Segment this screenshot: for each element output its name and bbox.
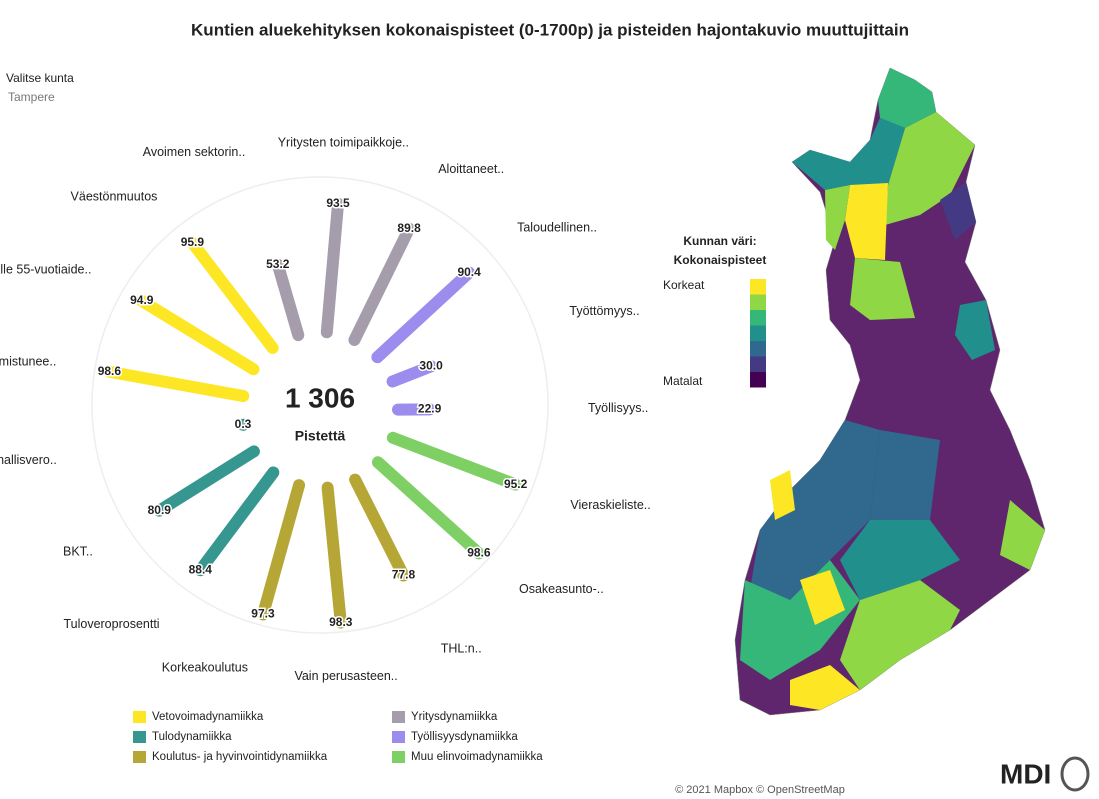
- filter-label: Valitse kunta: [6, 71, 74, 85]
- value-label: 98.3: [329, 615, 353, 629]
- category-label: Vain perusasteen..: [294, 669, 397, 683]
- value-label: 94.9: [130, 293, 154, 307]
- map-legend-low: Matalat: [663, 374, 703, 388]
- category-label: Yritysten toimipaikkoje..: [278, 135, 409, 149]
- value-label: 98.6: [467, 546, 491, 560]
- value-label: 98.6: [98, 364, 122, 378]
- value-label: 89.8: [397, 221, 421, 235]
- category-label: Valmistunee..: [0, 354, 56, 368]
- value-label: 77.8: [392, 568, 416, 582]
- value-label: 95.2: [504, 477, 528, 491]
- value-label: 0.3: [235, 417, 252, 431]
- value-label: 90.4: [457, 265, 481, 279]
- category-label: Työllisyys..: [588, 401, 648, 415]
- category-label: BKT..: [63, 545, 93, 559]
- bar: [349, 473, 410, 582]
- map-region: [878, 68, 936, 128]
- map[interactable]: [734, 67, 1046, 716]
- map-region: [850, 258, 915, 320]
- bar: [135, 294, 260, 376]
- legend-label: Tulodynamiikka: [152, 731, 232, 743]
- map-region: [940, 182, 976, 240]
- bar: [386, 431, 522, 491]
- legend-swatch: [392, 731, 405, 743]
- logo-icon: [1060, 756, 1090, 792]
- category-label: Vieraskieliste..: [570, 498, 650, 512]
- category-label: Korkeakoulutus: [162, 660, 248, 674]
- category-label: Avoimen sektorin..: [143, 145, 246, 159]
- map-region: [845, 183, 888, 260]
- value-label: 30.0: [419, 358, 443, 372]
- scale-swatch: [750, 310, 766, 326]
- map-region: [1000, 500, 1045, 570]
- map-legend-title: Kunnan väri:: [683, 234, 756, 248]
- scale-swatch: [750, 294, 766, 310]
- bar: [103, 365, 250, 403]
- scale-swatch: [750, 325, 766, 341]
- category-label: Väestönmuutos: [71, 189, 158, 203]
- value-label: 80.9: [148, 503, 172, 517]
- map-region: [885, 112, 975, 225]
- total: 1 306: [285, 382, 355, 413]
- map-legend-subtitle: Kokonaispisteet: [674, 253, 767, 267]
- legend-label: Työllisyysdynamiikka: [411, 731, 518, 743]
- bar: [348, 222, 416, 346]
- bar: [371, 266, 476, 364]
- map-legend-high: Korkeat: [663, 278, 705, 292]
- scale-swatch: [750, 341, 766, 357]
- bar: [371, 456, 485, 560]
- bar: [320, 197, 345, 339]
- map-region: [840, 520, 960, 600]
- bar: [321, 481, 347, 629]
- legend-label: Muu elinvoimadynamiikka: [411, 751, 543, 763]
- legend-label: Vetovoimadynamiikka: [152, 711, 264, 723]
- legend-label: Koulutus- ja hyvinvointidynamiikka: [152, 751, 328, 763]
- value-label: 93.5: [326, 196, 350, 210]
- legend-swatch: [133, 751, 146, 763]
- legend-label: Yritysdynamiikka: [411, 711, 498, 723]
- legend-swatch: [392, 711, 405, 723]
- scale-swatch: [750, 372, 766, 388]
- category-label: Tuloveroprosentti: [63, 617, 159, 631]
- attribution: © 2021 Mapbox © OpenStreetMap: [675, 784, 845, 796]
- bar: [271, 258, 305, 342]
- category-label: Työttömyys..: [569, 304, 639, 318]
- map-region: [870, 430, 940, 520]
- category-label: Alle 55-vuotiaide..: [0, 262, 91, 276]
- title: Kuntien aluekehityksen kokonaispisteet (…: [191, 20, 909, 39]
- logo: MDI: [1000, 758, 1051, 789]
- bar: [256, 479, 306, 621]
- filter-value[interactable]: Tampere: [8, 90, 55, 104]
- category-label: Osakeasunto-..: [519, 582, 604, 596]
- value-label: 88.4: [189, 562, 213, 576]
- category-label: Aloittaneet..: [438, 162, 504, 176]
- legend-swatch: [133, 711, 146, 723]
- scale-swatch: [750, 356, 766, 372]
- map-region: [955, 300, 995, 360]
- map-region: [800, 570, 845, 625]
- map-region: [840, 580, 960, 690]
- category-label: THL:n..: [441, 642, 482, 656]
- category-label: Kunnallisvero..: [0, 453, 57, 467]
- legend-swatch: [392, 751, 405, 763]
- bar: [194, 466, 280, 577]
- map-region: [770, 470, 795, 520]
- map-region: [750, 420, 880, 600]
- bar: [186, 236, 279, 354]
- outer-ring: [91, 176, 549, 634]
- total-label: Pistettä: [295, 428, 346, 444]
- bar: [153, 445, 260, 517]
- bar: [386, 360, 438, 388]
- value-label: 95.9: [181, 235, 205, 249]
- map-region: [790, 665, 860, 710]
- scale-swatch: [750, 279, 766, 295]
- value-label: 97.3: [251, 607, 275, 621]
- legend-swatch: [133, 731, 146, 743]
- value-label: 53.2: [266, 257, 290, 271]
- category-label: Taloudellinen..: [517, 221, 597, 235]
- map-region: [825, 185, 850, 250]
- value-label: 22.9: [418, 402, 442, 416]
- map-region: [792, 118, 905, 190]
